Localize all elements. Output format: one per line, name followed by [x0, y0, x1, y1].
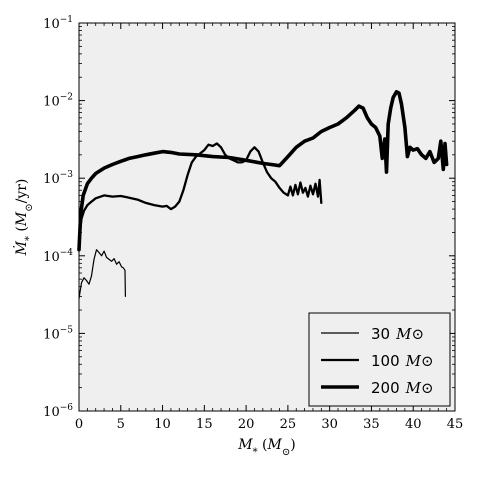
x-tick-label: 45: [447, 417, 464, 432]
y-tick-label: 10−4: [43, 248, 73, 265]
y-tick-exponent: −5: [60, 325, 74, 335]
legend-value: 30: [371, 325, 390, 343]
y-tick-label: 10−1: [43, 15, 73, 32]
series-line-3: [77, 90, 449, 252]
x-axis: 0 5 10 15 20 25 30 35 40 45: [75, 23, 463, 432]
y-tick-base: 10: [43, 95, 60, 110]
y-tick-label: 10−5: [43, 325, 73, 342]
legend-entry: 100 M⊙: [371, 352, 434, 370]
y-tick-exponent: −2: [60, 93, 73, 103]
x-tick-label: 30: [321, 417, 338, 432]
legend-value: 200: [371, 379, 400, 397]
x-tick-label: 10: [154, 417, 171, 432]
series-layer: [77, 90, 449, 300]
y-tick-exponent: −4: [60, 248, 74, 258]
legend-unit: M⊙: [395, 325, 424, 343]
plot-frame: [78, 22, 456, 412]
x-tick-label: 25: [280, 417, 297, 432]
legend-value: 100: [371, 352, 400, 370]
y-tick-base: 10: [43, 172, 60, 187]
y-axis: 10−610−510−410−310−210−1: [43, 15, 455, 420]
y-tick-label: 10−6: [43, 403, 73, 420]
legend-unit: M⊙: [405, 379, 434, 397]
legend-entry: 200 M⊙: [371, 379, 434, 397]
legend-unit: M⊙: [405, 352, 434, 370]
y-tick-base: 10: [43, 250, 60, 265]
legend-entry: 30 M⊙: [371, 325, 424, 343]
x-tick-label: 15: [196, 417, 213, 432]
y-axis-label: Ṁ* (M⊙/yr): [12, 179, 35, 257]
y-tick-base: 10: [43, 327, 60, 342]
x-tick-label: 40: [405, 417, 422, 432]
series-line-1: [78, 249, 127, 300]
x-tick-label: 20: [238, 417, 255, 432]
x-tick-label: 5: [117, 417, 125, 432]
x-axis-label: M* (M⊙): [237, 437, 295, 458]
x-tick-label: 0: [75, 417, 83, 432]
y-tick-exponent: −3: [60, 170, 74, 180]
legend: 30 M⊙ 100 M⊙ 200 M⊙: [308, 312, 451, 407]
y-tick-exponent: −6: [60, 403, 74, 413]
y-tick-label: 10−3: [43, 170, 73, 187]
x-tick-label: 35: [363, 417, 380, 432]
y-tick-exponent: −1: [60, 15, 73, 25]
y-tick-base: 10: [43, 17, 60, 32]
y-tick-base: 10: [43, 405, 60, 420]
y-tick-label: 10−2: [43, 93, 73, 110]
